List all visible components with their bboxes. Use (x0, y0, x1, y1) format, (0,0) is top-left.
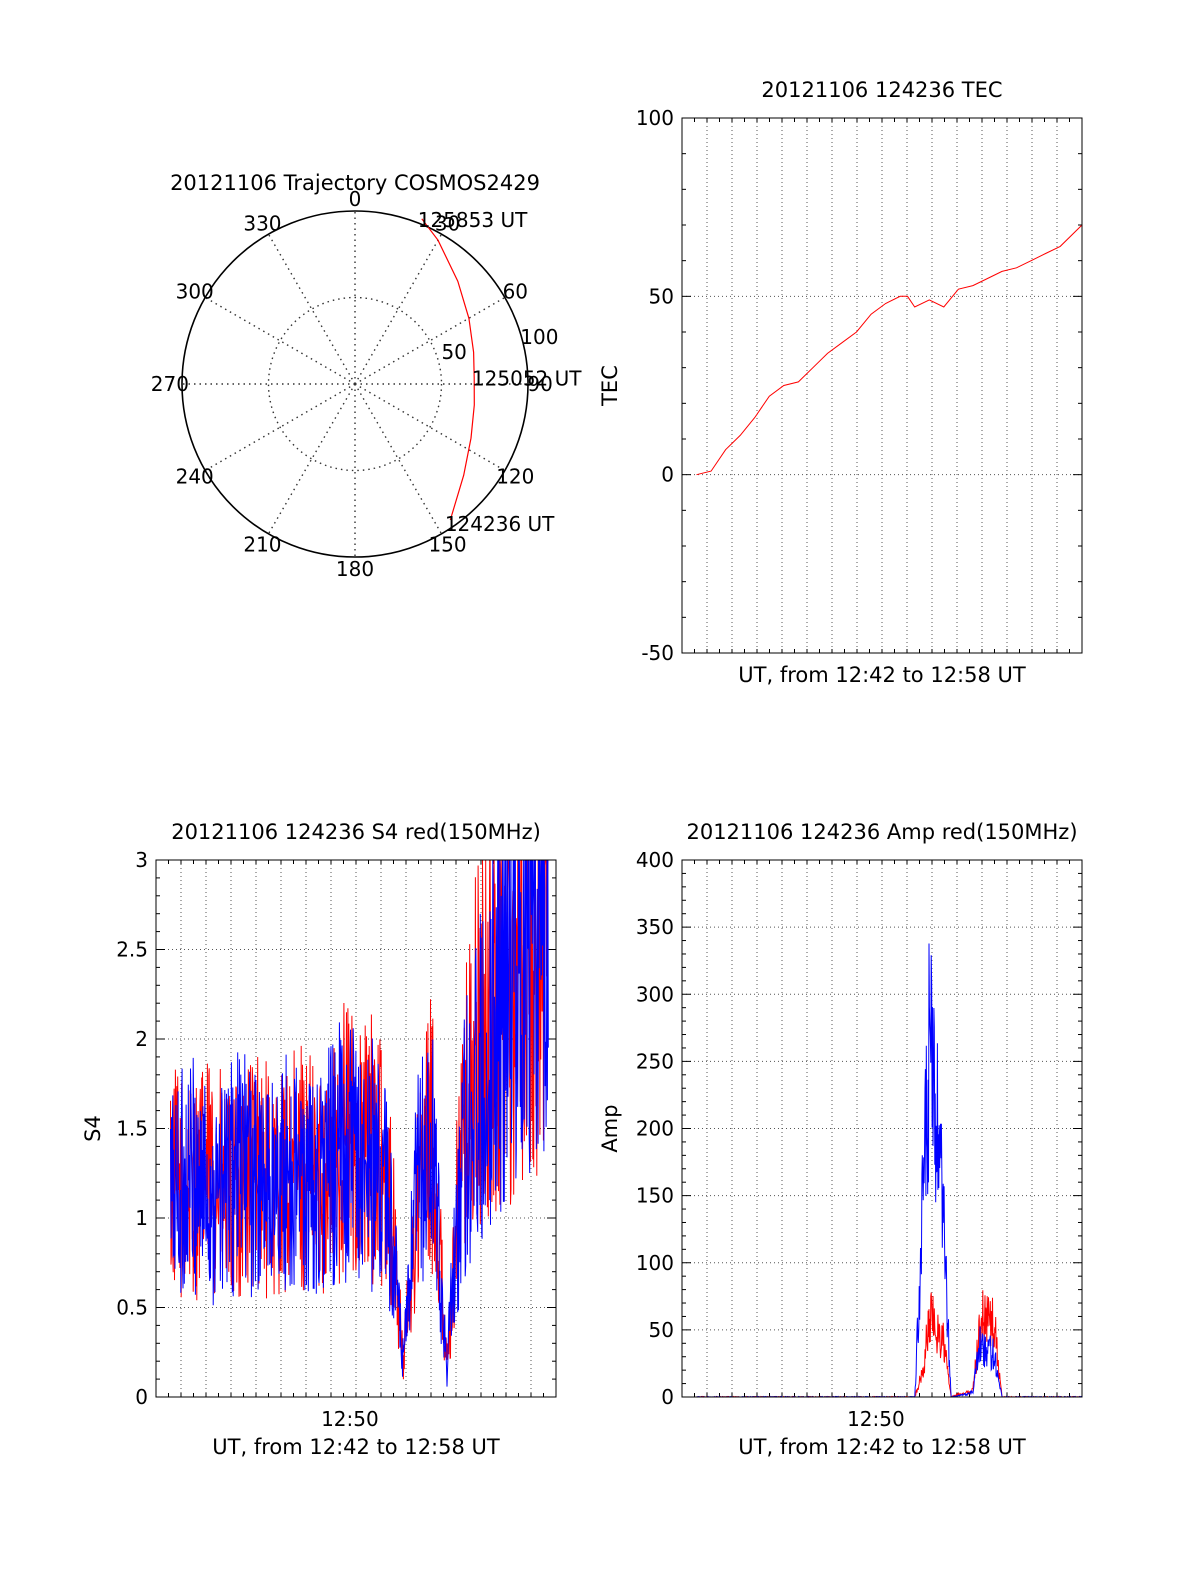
trajectory-line (421, 218, 475, 521)
series-line-2 (696, 943, 1083, 1398)
polar-angle-label: 90 (527, 372, 552, 396)
polar-spoke (267, 233, 356, 385)
polar-spoke (354, 383, 443, 535)
trajectory-time-label: 125853 UT (418, 208, 528, 232)
polar-angle-label: 0 (349, 187, 362, 211)
x-tick-label: 12:50 (847, 1407, 905, 1431)
y-tick-label: 350 (636, 915, 674, 939)
polar-spoke (354, 233, 443, 385)
polar-angle-label: 270 (151, 372, 189, 396)
polar-angle-label: 30 (435, 212, 460, 236)
y-axis-label: TEC (598, 365, 622, 407)
y-tick-label: 2 (135, 1027, 148, 1051)
y-tick-label: 3 (135, 848, 148, 872)
y-tick-label: 400 (636, 848, 674, 872)
chart-title: 20121106 124236 Amp red(150MHz) (686, 820, 1077, 844)
y-tick-label: 50 (649, 284, 674, 308)
x-axis-label: UT, from 12:42 to 12:58 UT (738, 663, 1026, 687)
polar-spoke (354, 383, 506, 472)
amp-chart: 0 50 100 150 200 250 300 350 400 12:50 20121106 12… (598, 820, 1083, 1459)
y-tick-label: 150 (636, 1184, 674, 1208)
y-tick-label: 100 (636, 106, 674, 130)
y-tick-label: 300 (636, 982, 674, 1006)
series-line-1 (696, 1290, 1082, 1398)
trajectory-time-label: 125052 UT (472, 367, 582, 391)
polar-radius-label: 50 (441, 340, 466, 364)
polar-outer-circle (181, 210, 529, 558)
polar-angle-label: 60 (503, 279, 528, 303)
polar-spoke (204, 383, 356, 472)
plot-frame (681, 859, 1083, 1398)
polar-spoke (204, 296, 356, 385)
polar-title: 20121106 Trajectory COSMOS2429 (170, 171, 540, 195)
y-tick-label: 0.5 (116, 1296, 148, 1320)
y-tick-label: 0 (661, 1385, 674, 1409)
y-tick-label: 1 (135, 1206, 148, 1230)
polar-radius-label: 100 (520, 325, 558, 349)
polar-grid-circle (267, 296, 443, 472)
polar-angle-label: 330 (243, 212, 281, 236)
polar-angle-label: 120 (496, 465, 534, 489)
polar-angle-label: 210 (243, 532, 281, 556)
polar-angle-label: 150 (428, 532, 466, 556)
polar-plot: 0 30 60 90 120 150 180 210 240 270 300 330 50 100 1242… (151, 171, 582, 581)
polar-spoke (354, 296, 506, 385)
series-line-2 (170, 859, 549, 1387)
y-tick-label: 2.5 (116, 938, 148, 962)
trajectory-time-label: 124236 UT (445, 512, 555, 536)
y-tick-label: 1.5 (116, 1117, 148, 1141)
y-tick-label: -50 (641, 641, 674, 665)
polar-angle-label: 240 (176, 465, 214, 489)
y-tick-label: 50 (649, 1318, 674, 1342)
x-tick-label: 12:50 (321, 1407, 379, 1431)
polar-angle-label: 300 (176, 279, 214, 303)
x-axis-label: UT, from 12:42 to 12:58 UT (738, 1435, 1026, 1459)
polar-angle-label: 180 (336, 557, 374, 581)
y-tick-label: 0 (135, 1385, 148, 1409)
y-tick-label: 250 (636, 1049, 674, 1073)
y-tick-label: 200 (636, 1117, 674, 1141)
x-axis-label: UT, from 12:42 to 12:58 UT (212, 1435, 500, 1459)
polar-spoke (267, 383, 356, 535)
y-axis-label: S4 (81, 1115, 105, 1142)
s4-chart: 0 0.5 1 1.5 2 2.5 3 12:50 20121106 124236 S4 red… (81, 820, 557, 1459)
series-line-1 (696, 224, 1083, 476)
y-tick-label: 100 (636, 1251, 674, 1275)
plot-frame (155, 859, 557, 1398)
chart-title: 20121106 124236 S4 red(150MHz) (171, 820, 541, 844)
y-tick-label: 0 (661, 463, 674, 487)
plot-frame (681, 117, 1083, 654)
tec-chart: -50 0 50 100 20121106 124236 TEC UT, from 12:… (598, 78, 1083, 687)
y-axis-label: Amp (598, 1104, 622, 1152)
chart-title: 20121106 124236 TEC (761, 78, 1002, 102)
